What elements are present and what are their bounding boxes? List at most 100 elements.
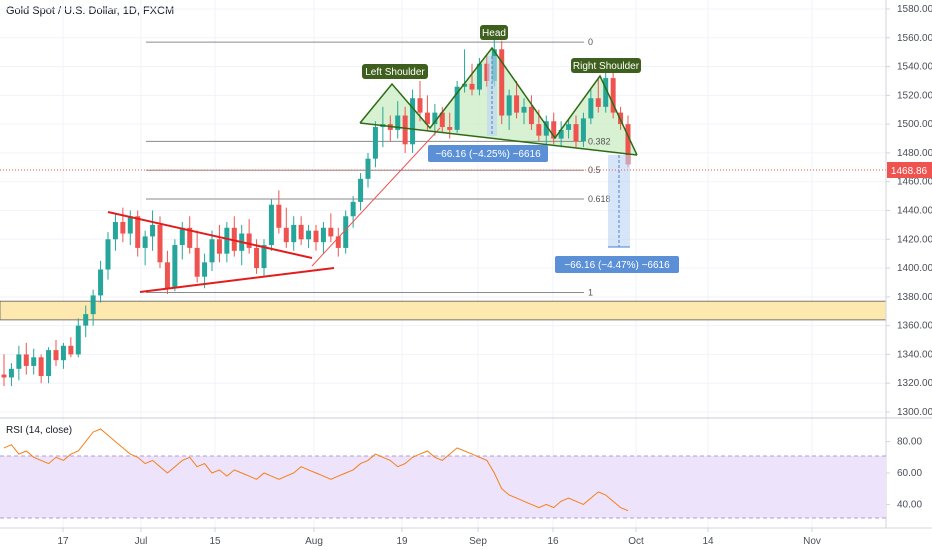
candle-body bbox=[469, 83, 475, 90]
candle-body bbox=[60, 345, 66, 361]
price-tick-label: 1400.00 bbox=[897, 263, 932, 274]
fib-label: 0.618 bbox=[588, 194, 611, 204]
candle-body bbox=[588, 98, 594, 119]
fib-label: 1 bbox=[588, 288, 593, 298]
price-tick-label: 1340.00 bbox=[897, 349, 932, 360]
candle-body bbox=[268, 204, 274, 246]
candle-body bbox=[142, 236, 148, 248]
time-tick-label: 14 bbox=[702, 536, 714, 547]
candle-body bbox=[551, 121, 557, 139]
candle-body bbox=[343, 216, 349, 248]
svg-text:Right Shoulder: Right Shoulder bbox=[573, 61, 640, 72]
candle-body bbox=[31, 357, 37, 366]
current-price-tag: 1468.86 bbox=[887, 162, 932, 178]
candle-body bbox=[328, 227, 334, 237]
candle-body bbox=[395, 115, 401, 130]
candle-body bbox=[283, 227, 289, 243]
candle-body bbox=[105, 239, 111, 270]
time-tick-label: 19 bbox=[396, 536, 408, 547]
candle-body bbox=[150, 224, 156, 237]
rsi-tick-label: 60.00 bbox=[897, 468, 922, 479]
support-zone bbox=[0, 300, 887, 321]
price-tick-label: 1300.00 bbox=[897, 407, 932, 418]
candle-body bbox=[306, 230, 312, 240]
price-tick-label: 1440.00 bbox=[897, 206, 932, 217]
price-tick-label: 1480.00 bbox=[897, 148, 932, 159]
price-tick-label: 1580.00 bbox=[897, 4, 932, 15]
candle-body bbox=[179, 227, 185, 246]
candle-body bbox=[298, 224, 304, 240]
head-shoulders-pattern bbox=[359, 46, 638, 156]
triangle-upper-line bbox=[107, 211, 313, 259]
time-tick-label: 15 bbox=[209, 536, 221, 547]
triangle-lower-line bbox=[139, 267, 335, 293]
breakout-trendline bbox=[311, 127, 441, 267]
candle-body bbox=[432, 112, 438, 125]
candle-body bbox=[75, 325, 81, 355]
right-shoulder-label: Right Shoulder bbox=[571, 58, 641, 73]
candle-body bbox=[424, 112, 430, 125]
candle-body bbox=[454, 86, 460, 130]
candle-body bbox=[8, 368, 14, 378]
candle-body bbox=[98, 269, 104, 296]
time-tick-label: 17 bbox=[57, 536, 69, 547]
price-tick-label: 1420.00 bbox=[897, 234, 932, 245]
rsi-band bbox=[0, 456, 886, 518]
candle-body bbox=[194, 247, 200, 277]
candle-body bbox=[573, 124, 579, 142]
candle-body bbox=[447, 127, 453, 130]
candle-body bbox=[335, 236, 341, 248]
head-label: Head bbox=[480, 25, 508, 40]
candle-body bbox=[462, 83, 468, 87]
gridlines bbox=[0, 0, 886, 528]
rsi-axis: 80.00 60.00 40.00 bbox=[886, 437, 922, 510]
price-tick-label: 1560.00 bbox=[897, 33, 932, 44]
chart-title: Gold Spot / U.S. Dollar, 1D, FXCM bbox=[6, 5, 175, 17]
price-axis[interactable]: 1580.00 1560.00 1540.00 1520.00 1500.00 1480.… bbox=[886, 4, 932, 418]
candle-body bbox=[261, 245, 267, 269]
candle-body bbox=[23, 354, 29, 366]
candle-body bbox=[595, 98, 601, 107]
candle-body bbox=[53, 350, 59, 361]
price-tick-label: 1500.00 bbox=[897, 119, 932, 130]
price-tick-label: 1520.00 bbox=[897, 90, 932, 101]
time-tick-label: 16 bbox=[547, 536, 559, 547]
measure-label-1: −66.16 (−4.25%) −6616 bbox=[428, 145, 548, 162]
time-tick-label: Sep bbox=[469, 536, 487, 547]
candle-body bbox=[402, 115, 408, 145]
price-tick-label: 1360.00 bbox=[897, 321, 932, 332]
candle-body bbox=[254, 247, 260, 269]
candle-body bbox=[580, 118, 586, 142]
candle-body bbox=[83, 314, 89, 326]
candle-body bbox=[499, 49, 505, 116]
candle-body bbox=[157, 224, 163, 263]
candle-body bbox=[46, 350, 52, 377]
candle-body bbox=[216, 239, 222, 254]
candle-body bbox=[187, 227, 193, 248]
candle-body bbox=[506, 95, 512, 116]
candle-body bbox=[276, 204, 282, 228]
candle-body bbox=[372, 127, 378, 159]
candle-body bbox=[90, 295, 96, 315]
left-shoulder-label: Left Shoulder bbox=[362, 64, 428, 79]
rsi-line bbox=[3, 428, 629, 512]
measure-label-2: −66.16 (−4.47%) −6616 bbox=[555, 256, 679, 273]
time-axis[interactable]: 17 Jul 15 Aug 19 Sep 16 Oct 14 Nov bbox=[57, 528, 821, 547]
triangle-pattern bbox=[107, 127, 441, 293]
candle-body bbox=[16, 354, 22, 369]
candle-body bbox=[484, 63, 490, 81]
rsi-label: RSI (14, close) bbox=[6, 425, 73, 436]
candle-body bbox=[164, 262, 170, 289]
svg-text:−66.16 (−4.25%) −6616: −66.16 (−4.25%) −6616 bbox=[435, 149, 541, 160]
candle-body bbox=[202, 262, 208, 277]
candle-body bbox=[1, 374, 7, 378]
candle-body bbox=[625, 124, 631, 165]
candle-body bbox=[528, 106, 534, 125]
price-tick-label: 1540.00 bbox=[897, 62, 932, 73]
rsi-tick-label: 40.00 bbox=[897, 499, 922, 510]
candle-body bbox=[410, 98, 416, 145]
candle-body bbox=[610, 78, 616, 113]
price-tick-label: 1380.00 bbox=[897, 292, 932, 303]
